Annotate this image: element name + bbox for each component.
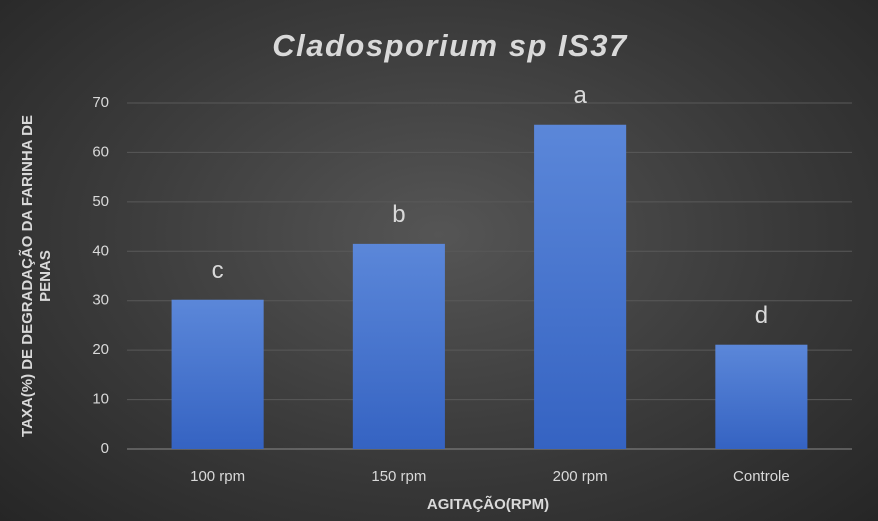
chart-title: Cladosporium sp IS37 <box>272 28 628 63</box>
y-tick-label: 70 <box>92 94 109 111</box>
y-tick-label: 10 <box>92 391 109 408</box>
x-tick-label: 150 rpm <box>371 468 426 485</box>
y-axis-title: TAXA(%) DE DEGRADAÇÃO DA FARINHA DE PENA… <box>19 115 54 437</box>
x-tick-label: 200 rpm <box>553 468 608 485</box>
bar <box>171 299 264 449</box>
y-tick-label: 50 <box>92 193 109 210</box>
y-tick-label: 40 <box>92 242 109 259</box>
bar-annotation: d <box>755 302 768 329</box>
x-tick-label: Controle <box>733 468 790 485</box>
y-tick-label: 60 <box>92 143 109 160</box>
bar <box>715 344 808 449</box>
x-axis-title: AGITAÇÃO(RPM) <box>427 495 549 513</box>
bar <box>352 243 445 449</box>
bar-annotation: c <box>212 257 224 284</box>
bar <box>534 124 627 450</box>
y-tick-label: 30 <box>92 292 109 309</box>
y-tick-label: 20 <box>92 341 109 358</box>
bar-annotation: b <box>392 201 405 228</box>
x-tick-label: 100 rpm <box>190 468 245 485</box>
bar-annotation: a <box>573 82 587 109</box>
y-tick-label: 0 <box>101 440 109 457</box>
